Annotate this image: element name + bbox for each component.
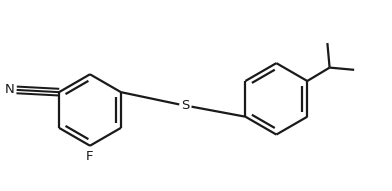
Text: N: N — [5, 83, 14, 96]
Text: S: S — [181, 99, 190, 112]
Text: F: F — [86, 150, 94, 163]
